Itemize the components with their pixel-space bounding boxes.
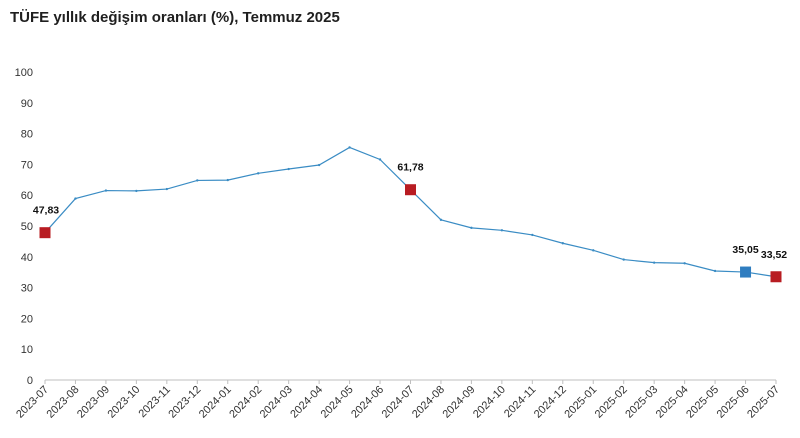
chart-title: TÜFE yıllık değişim oranları (%), Temmuz… <box>10 9 340 26</box>
x-tick-label: 2024-08 <box>410 384 447 421</box>
data-point <box>470 226 473 230</box>
data-point <box>592 249 595 252</box>
markers-layer <box>39 184 782 283</box>
marker-square <box>740 266 752 278</box>
x-tick-label: 2025-07 <box>745 384 782 421</box>
data-labels-layer: 47,83 61,78 35,05 33,52 <box>33 162 787 261</box>
x-tick-label: 2024-07 <box>380 384 417 421</box>
x-tick-label: 2023-08 <box>45 384 82 421</box>
data-point <box>135 189 138 193</box>
x-tick-label: 2024-10 <box>471 384 508 421</box>
data-point <box>500 229 504 232</box>
data-point <box>561 242 564 245</box>
y-tick-label: 100 <box>15 67 33 79</box>
x-tick-label: 2024-12 <box>532 384 569 421</box>
x-tick-label: 2024-02 <box>227 384 264 421</box>
marker-square <box>39 227 51 239</box>
x-tick-label: 2025-04 <box>654 384 691 421</box>
x-tick-label: 2025-06 <box>715 384 752 421</box>
x-tick-label: 2023-09 <box>75 384 112 421</box>
x-tick-label: 2025-02 <box>593 384 630 421</box>
data-point <box>196 179 199 182</box>
y-tick-label: 40 <box>21 252 33 264</box>
x-tick-label: 2025-05 <box>684 384 721 421</box>
data-point <box>713 269 717 273</box>
x-tick-label: 2024-09 <box>441 384 478 421</box>
data-point <box>74 197 77 200</box>
x-tick-labels: 2023-072023-082023-092023-102023-112023-… <box>14 380 782 421</box>
data-label: 33,52 <box>761 249 787 261</box>
data-point <box>439 218 443 222</box>
data-point <box>287 167 290 171</box>
data-label: 61,78 <box>397 162 423 174</box>
data-point <box>165 187 169 191</box>
x-tick-label: 2024-01 <box>197 384 234 421</box>
y-tick-label: 20 <box>21 313 33 325</box>
y-tick-label: 0 <box>27 375 33 387</box>
y-tick-label: 80 <box>21 129 33 141</box>
data-point <box>348 146 351 149</box>
data-point <box>683 262 686 265</box>
x-tick-label: 2023-10 <box>105 384 142 421</box>
data-point <box>317 163 321 167</box>
x-tick-label: 2024-05 <box>319 384 356 421</box>
data-point <box>226 178 229 182</box>
y-tick-label: 10 <box>21 344 33 356</box>
data-label: 47,83 <box>33 205 59 217</box>
y-tick-label: 60 <box>21 190 33 202</box>
y-tick-label: 30 <box>21 283 33 295</box>
x-tick-label: 2025-01 <box>562 384 599 421</box>
marker-square <box>770 271 782 283</box>
y-tick-label: 50 <box>21 221 33 233</box>
data-point <box>622 258 625 261</box>
data-point <box>652 261 656 264</box>
y-tick-label: 70 <box>21 159 33 171</box>
x-tick-label: 2023-07 <box>14 384 51 421</box>
y-tick-label: 90 <box>21 98 33 110</box>
x-tick-label: 2024-03 <box>258 384 295 421</box>
data-label: 35,05 <box>732 244 758 256</box>
data-point <box>531 233 534 237</box>
x-tick-label: 2025-03 <box>623 384 660 421</box>
x-tick-label: 2023-12 <box>166 384 203 421</box>
data-point <box>104 189 108 192</box>
data-point <box>378 158 382 161</box>
x-tick-label: 2024-04 <box>288 384 325 421</box>
x-tick-label: 2024-06 <box>349 384 386 421</box>
data-point <box>257 172 260 175</box>
marker-square <box>405 184 416 196</box>
y-tick-labels: 0 10 20 30 40 50 60 70 80 90 100 <box>15 67 33 387</box>
